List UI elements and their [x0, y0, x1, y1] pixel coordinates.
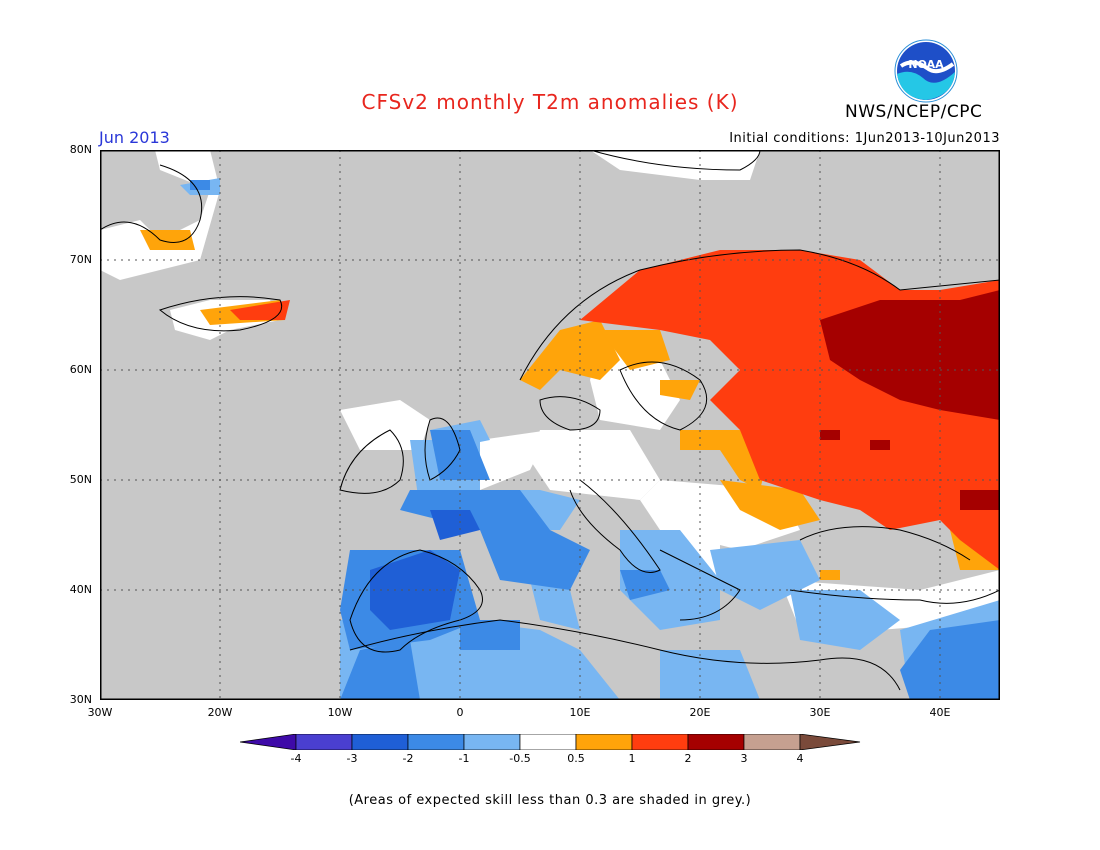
map-canvas	[99, 149, 1001, 700]
forecast-period: Jun 2013	[99, 128, 170, 147]
lat-label-80n: 80N	[69, 143, 92, 156]
cbar-label-2: 2	[684, 752, 692, 765]
cbar-segment-minus2-minus1	[407, 734, 465, 750]
lon-label-0: 0	[456, 706, 464, 719]
cbar-segment-3-4	[743, 734, 801, 750]
cbar-segment-below-minus4	[240, 734, 297, 750]
cbar-label-minus05: -0.5	[509, 752, 531, 765]
coastlines	[99, 149, 1001, 691]
cbar-segment-1-2	[631, 734, 689, 750]
lat-label-30n: 30N	[69, 693, 92, 706]
colorbar	[240, 734, 861, 750]
cbar-label-4: 4	[796, 752, 804, 765]
lat-label-40n: 40N	[69, 583, 92, 596]
cbar-segment-minus4-minus3	[295, 734, 353, 750]
noaa-logo-icon: NOAA	[894, 39, 958, 103]
lon-label-30e: 30E	[809, 706, 831, 719]
agency-label: NWS/NCEP/CPC	[845, 102, 983, 122]
cbar-segment-2-3	[687, 734, 745, 750]
cbar-segment-minus05-05	[519, 734, 577, 750]
lon-label-20e: 20E	[689, 706, 711, 719]
cbar-label-minus1: -1	[458, 752, 470, 765]
cbar-label-3: 3	[740, 752, 748, 765]
cbar-label-1: 1	[628, 752, 636, 765]
lon-label-10w: 10W	[327, 706, 353, 719]
skill-footnote: (Areas of expected skill less than 0.3 a…	[348, 793, 752, 808]
map-title: CFSv2 monthly T2m anomalies (K)	[361, 90, 739, 114]
lon-label-40e: 40E	[929, 706, 951, 719]
initial-conditions: Initial conditions: 1Jun2013-10Jun2013	[729, 131, 1000, 146]
lat-label-50n: 50N	[69, 473, 92, 486]
cbar-label-minus3: -3	[346, 752, 358, 765]
lat-label-60n: 60N	[69, 363, 92, 376]
cbar-label-minus4: -4	[290, 752, 302, 765]
logo-text: NOAA	[908, 58, 944, 71]
cbar-label-05: 0.5	[567, 752, 585, 765]
map-frame	[100, 150, 1000, 700]
cbar-segment-above-4	[799, 734, 861, 750]
cbar-segment-minus3-minus2	[351, 734, 409, 750]
lon-label-10e: 10E	[569, 706, 591, 719]
graticule	[100, 150, 1000, 700]
cbar-label-minus2: -2	[402, 752, 414, 765]
anomaly-map	[99, 149, 1001, 704]
lon-label-20w: 20W	[207, 706, 233, 719]
lat-label-70n: 70N	[69, 253, 92, 266]
cbar-segment-minus1-minus05	[463, 734, 521, 750]
two-to-three-regions	[820, 290, 1000, 510]
lon-label-30w: 30W	[87, 706, 113, 719]
cbar-segment-05-1	[575, 734, 633, 750]
